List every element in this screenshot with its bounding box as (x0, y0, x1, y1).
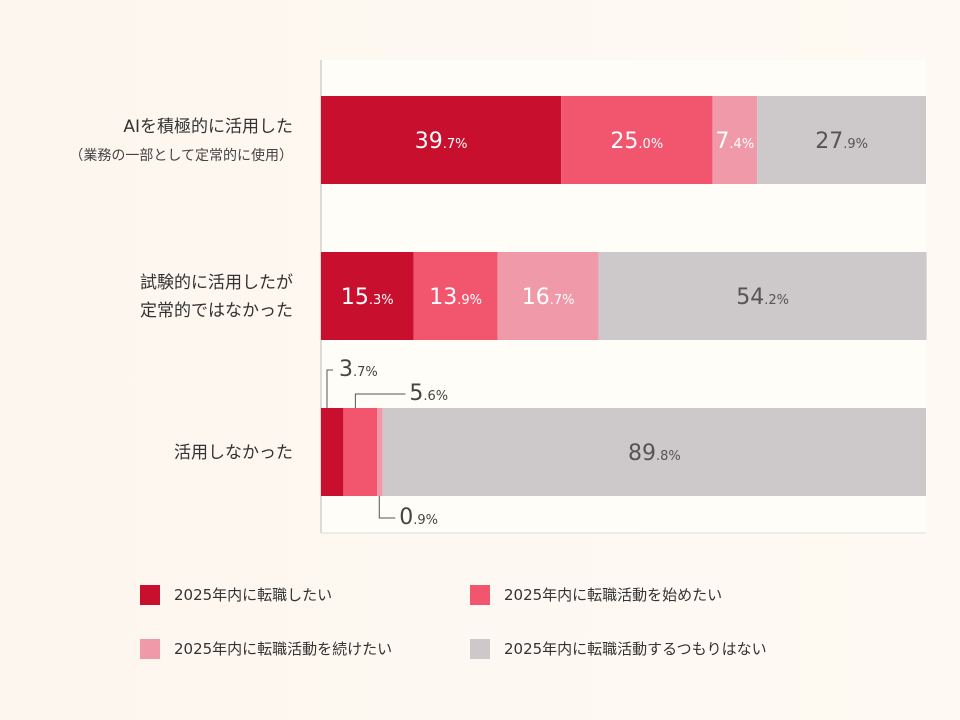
bar-segment (321, 252, 414, 340)
bar-segment (497, 252, 599, 340)
stacked-bar-chart: AIを積極的に活用した （業務の一部として定常的に使用） 39.7% 25.0% 7.4… (69, 60, 927, 534)
legend-item: 2025年内に転職活動するつもりはない (470, 638, 767, 659)
legend-swatch (470, 584, 490, 605)
bar-value-label: 15.3% (341, 285, 394, 310)
legend-label: 2025年内に転職活動を始めたい (504, 586, 723, 604)
bar-segment (377, 408, 383, 496)
bar-segment (598, 252, 927, 340)
bar-value-label: 27.9% (815, 129, 868, 154)
bar-value-label: 54.2% (736, 285, 789, 310)
bar-segment (343, 408, 378, 496)
legend-label: 2025年内に転職したい (174, 586, 333, 604)
bar-value-label: 89.8% (628, 441, 681, 466)
category-label: 活用しなかった (174, 443, 293, 463)
bar-value-label: 13.9% (429, 285, 482, 310)
labels-group: AIを積極的に活用した （業務の一部として定常的に使用） 39.7% 25.0% 7.4… (69, 117, 868, 530)
external-value-label: 5.6% (409, 381, 448, 406)
external-value-label: 3.7% (339, 357, 378, 382)
bar-segment (561, 96, 713, 184)
bar-value-label: 39.7% (415, 129, 468, 154)
bar-segment (321, 408, 344, 496)
category-sublabel: （業務の一部として定常的に使用） (69, 147, 293, 164)
bar-segment (321, 96, 562, 184)
category-label: AIを積極的に活用した (123, 117, 293, 137)
bar-segment (382, 408, 927, 496)
leader-line (326, 369, 333, 408)
bar-segment (712, 96, 758, 184)
bar-segment (413, 252, 498, 340)
external-value-label: 0.9% (399, 505, 438, 530)
legend-swatch (470, 638, 490, 659)
legend-swatch (140, 584, 160, 605)
leader-line (378, 496, 396, 519)
category-label: 試験的に活用したが (140, 273, 293, 293)
legend-item: 2025年内に転職したい (140, 584, 332, 605)
legend-item: 2025年内に転職活動を始めたい (470, 584, 722, 605)
bar-value-label: 7.4% (715, 129, 754, 154)
legend-swatch (140, 638, 160, 659)
legend-item: 2025年内に転職活動を続けたい (140, 638, 392, 659)
bar-value-label: 16.7% (522, 285, 575, 310)
bars-group (321, 96, 927, 496)
legend-label: 2025年内に転職活動するつもりはない (504, 640, 767, 658)
category-sublabel: 定常的ではなかった (140, 301, 293, 321)
bar-value-label: 25.0% (610, 129, 663, 154)
bar-segment (757, 96, 926, 184)
leader-line (354, 393, 406, 408)
legend-label: 2025年内に転職活動を続けたい (174, 640, 393, 658)
